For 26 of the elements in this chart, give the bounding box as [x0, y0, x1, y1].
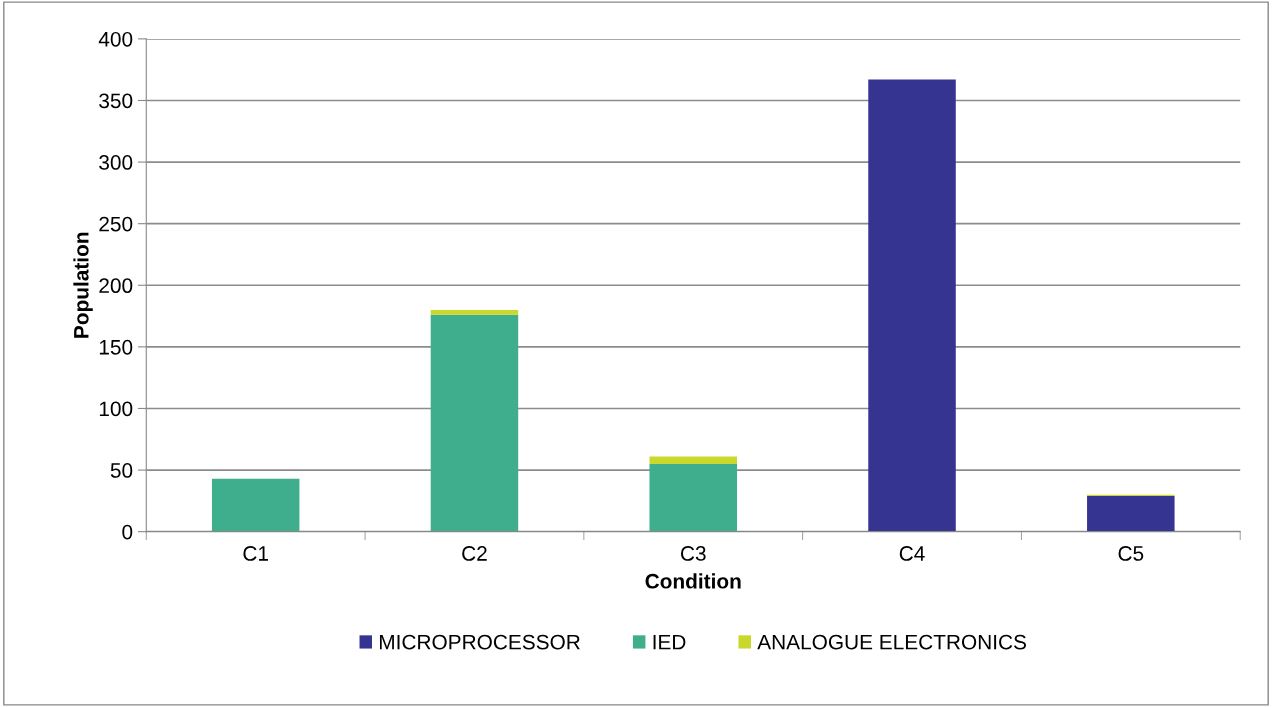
- bar: [430, 309, 519, 315]
- bar: [868, 79, 956, 532]
- bar: [1087, 495, 1175, 532]
- y-tick-label: 350: [99, 93, 133, 109]
- legend-label: MICROPROCESSOR: [379, 634, 580, 650]
- y-tick-label: 400: [98, 31, 133, 47]
- y-tick-label: 100: [99, 401, 133, 417]
- bar: [211, 478, 300, 532]
- x-tick-label: C5: [1118, 546, 1144, 561]
- x-axis-title: Condition: [645, 573, 741, 589]
- y-tick-label: 0: [122, 524, 133, 540]
- legend-label: ANALOGUE ELECTRONICS: [757, 634, 1027, 650]
- y-tick-label: 150: [99, 339, 133, 355]
- y-tick-label: 250: [99, 216, 133, 232]
- x-tick-label: C1: [243, 546, 268, 561]
- y-axis-title: Population: [73, 232, 93, 338]
- x-tick-label: C2: [462, 546, 487, 561]
- bar: [649, 456, 737, 464]
- x-tick-label: C3: [680, 546, 706, 561]
- y-tick-label: 200: [99, 278, 133, 294]
- legend-label: IED: [653, 634, 686, 650]
- y-tick-label: 50: [110, 463, 133, 478]
- bar: [649, 463, 737, 532]
- bar: [430, 314, 519, 532]
- x-tick-label: C4: [899, 546, 925, 561]
- y-tick-label: 300: [99, 155, 133, 170]
